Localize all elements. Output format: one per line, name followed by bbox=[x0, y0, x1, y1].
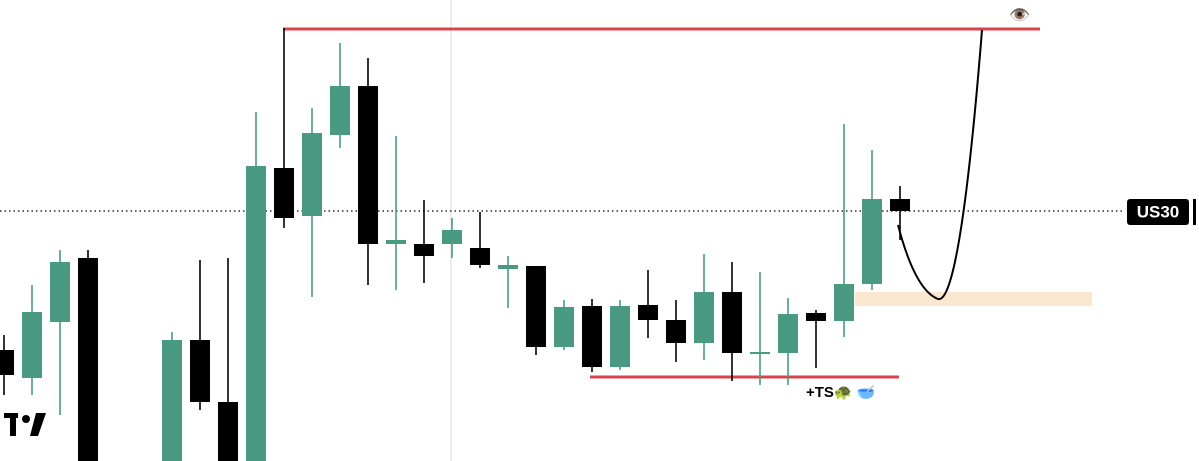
candle-body bbox=[778, 314, 798, 353]
candle-body bbox=[694, 292, 714, 343]
candle-body bbox=[526, 266, 546, 347]
symbol-badge bbox=[1127, 199, 1189, 225]
candle-body bbox=[386, 240, 406, 244]
candle-body bbox=[750, 352, 770, 354]
candle-body bbox=[162, 340, 182, 461]
candle-body bbox=[358, 86, 378, 244]
logo bbox=[4, 413, 46, 436]
candle-body bbox=[22, 312, 42, 378]
candle-body bbox=[302, 133, 322, 216]
projection-path bbox=[897, 29, 983, 301]
candle-body bbox=[498, 265, 518, 269]
logo-part bbox=[30, 413, 46, 436]
candle-body bbox=[582, 306, 602, 367]
candle-body bbox=[554, 307, 574, 347]
candle-body bbox=[190, 340, 210, 402]
candle-body bbox=[862, 199, 882, 284]
candle-body bbox=[442, 230, 462, 244]
candle-body bbox=[218, 402, 238, 461]
demand-zone bbox=[855, 292, 1092, 306]
candle-body bbox=[50, 262, 70, 322]
symbol-label: US30 bbox=[1137, 202, 1180, 221]
logo-part bbox=[10, 413, 16, 436]
plot bbox=[0, 27, 1125, 461]
candle-body bbox=[722, 292, 742, 353]
candle-body bbox=[890, 199, 910, 211]
candle-body bbox=[834, 284, 854, 321]
candle-body bbox=[78, 258, 98, 461]
candle-body bbox=[470, 248, 490, 265]
candle-body bbox=[666, 320, 686, 343]
candle-body bbox=[806, 313, 826, 321]
candle-body bbox=[414, 244, 434, 256]
eye-annotation: 👁️ bbox=[1009, 5, 1030, 24]
ts-annotation: +TS🐢 🥣 bbox=[806, 384, 876, 401]
candle-body bbox=[638, 305, 658, 320]
candle-body bbox=[610, 306, 630, 367]
candle-body bbox=[246, 166, 266, 461]
candle-body bbox=[274, 168, 294, 218]
candle-body bbox=[0, 350, 14, 375]
symbol-badge-edge bbox=[1193, 199, 1196, 225]
logo-part bbox=[22, 415, 30, 423]
candle-body bbox=[330, 86, 350, 135]
